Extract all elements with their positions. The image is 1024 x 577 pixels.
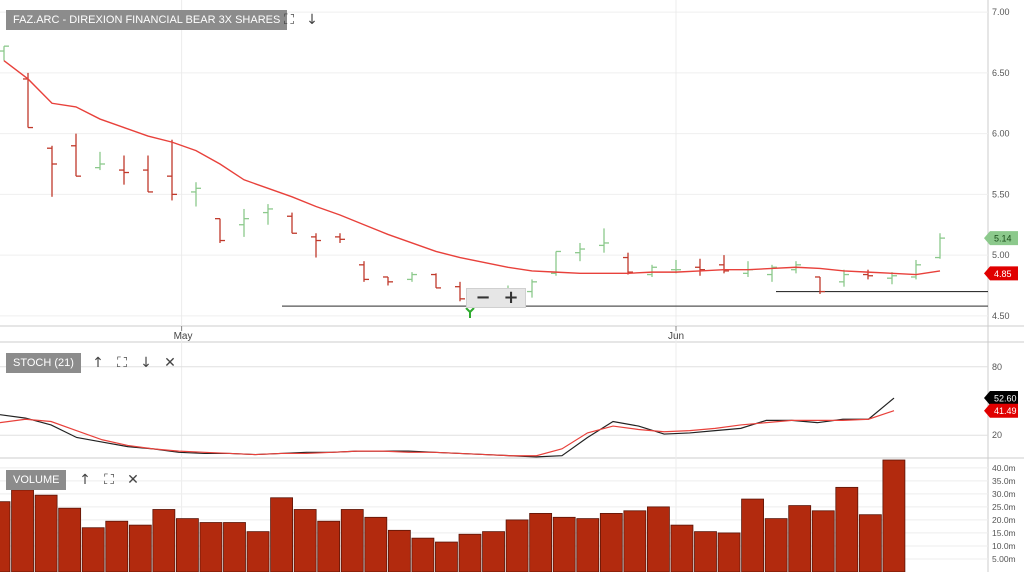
volume-bar [317, 520, 341, 573]
volume-bar [340, 509, 364, 573]
volume-bar [411, 537, 435, 573]
zoom-out-button[interactable]: − [475, 287, 491, 308]
stoch-k-line [0, 397, 895, 458]
volume-bar [882, 459, 906, 573]
price-tick-label: 4.50 [992, 311, 1010, 321]
volume-bar [175, 518, 199, 573]
volume-bar [482, 531, 505, 573]
sma-polyline [3, 60, 941, 276]
volume-bar [576, 518, 600, 573]
y-axes: 7.00 6.50 6.00 5.50 5.00 4.50 May Jun 80 20 40.0m 3… [174, 7, 1016, 564]
volume-bar [764, 518, 788, 573]
volume-bar [270, 497, 294, 573]
volume-bars [0, 459, 906, 573]
volume-bar [34, 494, 58, 573]
close-icon[interactable]: ✕ [127, 472, 139, 488]
volume-bar [623, 510, 647, 573]
arrow-up-icon[interactable]: ↑ [92, 355, 104, 371]
volume-tick-label: 15.0m [992, 528, 1016, 538]
volume-bar [152, 509, 176, 573]
x-axis-label: Jun [668, 331, 684, 342]
stoch-k-badge-bg [984, 391, 1018, 406]
volume-bar [647, 506, 670, 573]
volume-bar [105, 520, 129, 573]
volume-tick-label: 35.0m [992, 476, 1016, 486]
zoom-in-button[interactable]: + [503, 287, 519, 308]
volume-bar [552, 516, 576, 573]
volume-bar [58, 507, 82, 573]
arrow-down-icon[interactable]: ↓ [140, 355, 152, 371]
arrow-up-marker [465, 307, 475, 318]
arrow-up-icon[interactable]: ↑ [79, 472, 91, 488]
expand-icon[interactable]: ⛶ [104, 472, 114, 488]
volume-bar [364, 516, 388, 573]
price-tick-label: 7.00 [992, 7, 1010, 17]
volume-bar [11, 489, 34, 573]
volume-bar [223, 522, 246, 573]
volume-bar [435, 541, 458, 573]
stoch-lines [0, 397, 895, 458]
volume-bar [529, 512, 553, 573]
stoch-k-badge-text: 52.60 [994, 394, 1017, 404]
close-icon[interactable]: ✕ [164, 355, 176, 371]
price-tick-label: 5.00 [992, 250, 1010, 260]
price-tick-label: 6.00 [992, 129, 1010, 139]
volume-bar [811, 510, 835, 573]
volume-bar [387, 529, 411, 573]
price-bars [0, 45, 988, 318]
volume-bar [858, 514, 882, 573]
volume-tick-label: 5.00m [992, 554, 1016, 564]
sma-value-badge-text: 4.85 [994, 269, 1012, 279]
volume-bar [246, 531, 270, 573]
x-axis-label: May [174, 331, 193, 342]
volume-bar [788, 505, 812, 573]
sma-value-badge-bg [984, 266, 1018, 281]
price-panel-label[interactable]: FAZ.ARC - DIREXION FINANCIAL BEAR 3X SHA… [6, 10, 288, 30]
volume-tick-label: 20.0m [992, 515, 1016, 525]
volume-bar [199, 522, 223, 573]
volume-tick-label: 30.0m [992, 489, 1016, 499]
stoch-tick-label: 80 [992, 362, 1002, 372]
volume-panel-label[interactable]: VOLUME [6, 470, 67, 490]
volume-bar [670, 524, 694, 573]
zoom-control: − + [466, 288, 526, 308]
volume-bar [599, 512, 623, 573]
volume-bar [694, 531, 717, 573]
volume-bar [128, 524, 152, 573]
price-tick-label: 5.50 [992, 189, 1010, 199]
last-price-badge-bg [984, 231, 1018, 246]
volume-bar [505, 519, 529, 573]
stoch-d-badge-bg [984, 403, 1018, 418]
price-tick-label: 6.50 [992, 68, 1010, 78]
expand-icon[interactable]: ⛶ [117, 355, 127, 371]
last-price-badge-text: 5.14 [994, 234, 1012, 244]
expand-icon[interactable]: ⛶ [284, 12, 294, 28]
volume-bar [835, 486, 859, 573]
volume-bar [0, 501, 11, 573]
sma-line [3, 60, 941, 276]
arrow-down-icon[interactable]: ↓ [306, 12, 318, 28]
volume-tick-label: 25.0m [992, 502, 1016, 512]
volume-bar [458, 533, 482, 573]
volume-bar [741, 498, 764, 573]
volume-bar [81, 527, 105, 573]
value-badges: 5.14 4.85 52.60 41.49 [984, 231, 1018, 418]
volume-tick-label: 10.0m [992, 541, 1016, 551]
stoch-tick-label: 20 [992, 430, 1002, 440]
volume-bar [717, 532, 741, 573]
stoch-panel-label[interactable]: STOCH (21) [6, 353, 81, 373]
volume-bar [293, 509, 317, 573]
stoch-d-badge-text: 41.49 [994, 406, 1017, 416]
stoch-d-line [0, 410, 895, 457]
volume-tick-label: 40.0m [992, 463, 1016, 473]
